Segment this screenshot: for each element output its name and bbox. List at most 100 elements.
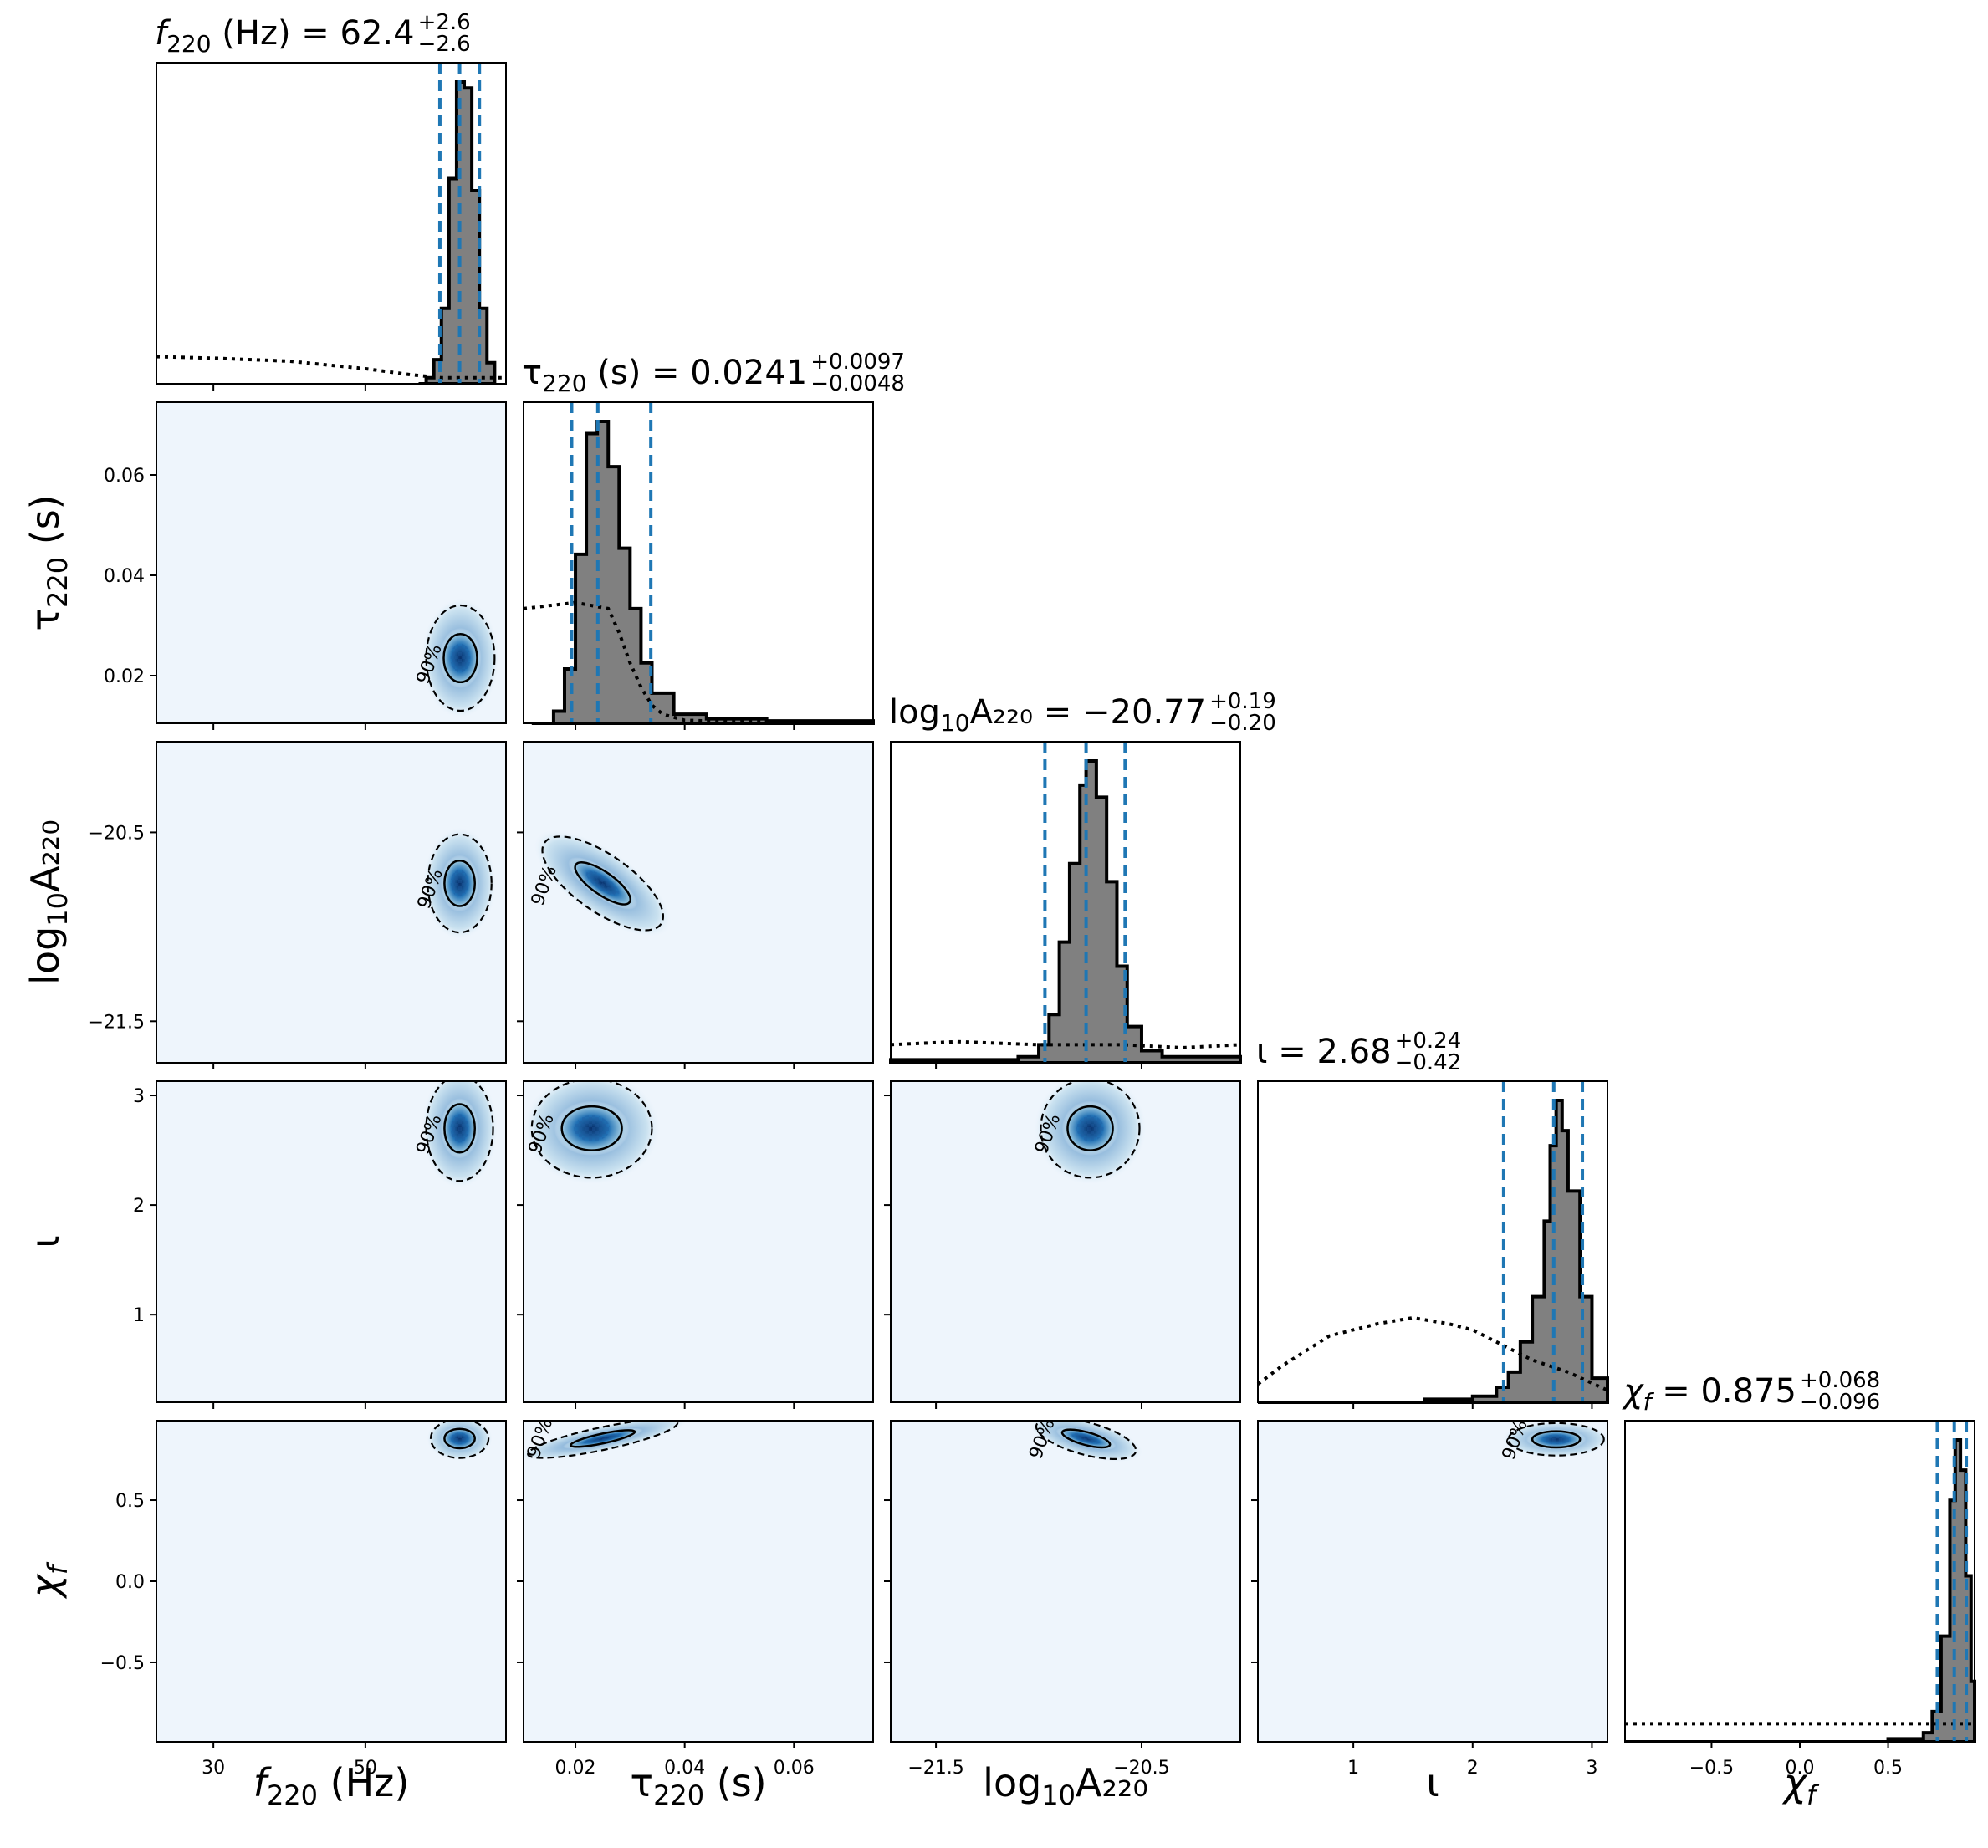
title-value: (Hz) = 62.4 [212, 14, 415, 53]
contour-50 [442, 632, 478, 684]
contour-50 [443, 1427, 476, 1450]
title-main: τ [522, 354, 542, 392]
title-value: = 0.875 [1652, 1372, 1796, 1411]
density-group: 90% [413, 597, 500, 719]
axis-label-main: log [983, 1760, 1041, 1805]
y-tick-label: 0.02 [104, 666, 145, 687]
title-subscript: 220 [166, 30, 211, 58]
panel-frame [523, 1080, 874, 1403]
title-value: A₂₂₀ = −20.77 [970, 693, 1206, 732]
density-texture [583, 1433, 622, 1444]
x-tick-label: 50 [354, 1758, 377, 1779]
x-axis-label-logA220: log10A₂₂₀ [983, 1760, 1148, 1811]
diag-panel-chif: χf = 0.875 +0.068−0.096 [1622, 1368, 1976, 1743]
contour-50 [1060, 1428, 1112, 1449]
y-axis-label-logA220: log10A₂₂₀ [23, 819, 74, 985]
title-main: ι [1256, 1033, 1268, 1071]
x-axis-label-f220: f220 (Hz) [253, 1760, 410, 1811]
panel-frame [523, 741, 874, 1064]
contour-50 [574, 861, 631, 906]
panel-frame [523, 401, 874, 724]
density-texture [450, 643, 471, 673]
axis-label-subscript: f [1807, 1779, 1820, 1811]
y-tick-label: −0.5 [100, 1653, 145, 1674]
panel-iota-vs-f220: 90% [156, 1080, 507, 1403]
contour-50 [443, 860, 476, 907]
diag-panel-logA220: log10A₂₂₀ = −20.77 +0.19−0.20 [889, 689, 1276, 1064]
title-upper-error: +2.6 [418, 10, 471, 35]
density-texture [585, 870, 620, 896]
title-lower-error: −2.6 [418, 32, 471, 57]
contour-90 [1507, 1422, 1605, 1457]
density-texture [450, 870, 469, 897]
x-axis-label-tau220: τ220 (s) [630, 1760, 766, 1811]
title-f220: f220 (Hz) = 62.4 [155, 14, 415, 58]
title-lower-error: −0.096 [1800, 1390, 1880, 1415]
x-tick-label: 3 [1586, 1758, 1597, 1779]
prior-curve-logA220 [890, 1039, 1241, 1049]
histogram-iota [1258, 1099, 1609, 1404]
title-upper-error: +0.068 [1800, 1368, 1880, 1393]
axis-label-unit: (Hz) [318, 1760, 409, 1805]
contour-50 [1531, 1430, 1582, 1449]
title-upper-error: +0.19 [1209, 689, 1276, 714]
panel-iota-vs-tau220: 90% [523, 1080, 874, 1403]
y-axis-label-iota: ι [23, 1235, 68, 1248]
title-chif: χf = 0.875 [1622, 1372, 1796, 1416]
x-tick-label: 0.0 [1786, 1758, 1815, 1779]
title-subscript: 220 [542, 370, 586, 397]
diag-panel-tau220: τ220 (s) = 0.0241 +0.0097−0.0048 [522, 350, 905, 725]
histogram-tau220 [531, 420, 875, 725]
title-lower-error: −0.20 [1209, 711, 1276, 736]
axis-label-unit: A₂₂₀ [23, 819, 68, 892]
axis-label-subscript: f [42, 1561, 74, 1575]
axis-label-subscript: 220 [267, 1779, 318, 1811]
x-tick-label: 0.5 [1873, 1758, 1903, 1779]
title-logA220: log10A₂₂₀ = −20.77 [889, 693, 1206, 737]
title-lower-error: −0.0048 [810, 371, 905, 396]
y-tick-label: 0.04 [104, 566, 145, 587]
diag-panel-bg [1625, 1421, 1975, 1742]
x-tick-label: 0.02 [555, 1758, 596, 1779]
axis-label-main: τ [630, 1760, 653, 1805]
x-axis-label-iota: ι [1426, 1760, 1439, 1805]
density-group: 90% [524, 1421, 689, 1461]
panel-chif-vs-iota: 90% [1257, 1420, 1608, 1743]
y-tick-label: −20.5 [89, 823, 145, 844]
x-tick-label: 1 [1347, 1758, 1359, 1779]
panel-frame [1257, 1080, 1608, 1403]
axis-label-unit: A₂₂₀ [1076, 1760, 1148, 1805]
contour-90 [429, 1421, 490, 1459]
panel-frame [156, 741, 507, 1064]
panel-chif-vs-logA220: 90% [890, 1420, 1241, 1743]
axis-label-subscript: 220 [42, 557, 74, 608]
title-iota: ι = 2.68 [1256, 1033, 1392, 1071]
y-axis-label-tau220: τ220 (s) [23, 494, 74, 630]
x-tick-label: −0.5 [1689, 1758, 1734, 1779]
density-background [891, 1421, 1240, 1742]
density-group: 90% [1031, 1081, 1147, 1186]
diag-panel-f220: f220 (Hz) = 62.4 +2.6−2.6 [155, 10, 507, 385]
axis-label-main: τ [23, 608, 68, 631]
contour-90 [530, 1081, 653, 1179]
density-background [524, 1421, 873, 1742]
contour-90 [1040, 1081, 1141, 1179]
axis-label-main: ι [23, 1235, 68, 1248]
x-tick-label: 0.06 [774, 1758, 815, 1779]
y-tick-label: 2 [133, 1196, 145, 1217]
diag-panel-iota: ι = 2.68 +0.24−0.42 [1256, 1029, 1609, 1404]
title-main: log [889, 693, 940, 732]
panel-logA220-vs-tau220: 90% [523, 741, 874, 1064]
title-upper-error: +0.0097 [810, 350, 905, 375]
title-value: = 2.68 [1268, 1033, 1392, 1071]
density-group [426, 1421, 493, 1462]
panel-chif-vs-f220 [156, 1420, 507, 1743]
contour-90 [425, 604, 496, 712]
title-subscript: 10 [940, 709, 970, 737]
panel-frame [156, 401, 507, 724]
contour-50 [1066, 1105, 1114, 1151]
y-tick-label: 0.5 [115, 1491, 145, 1512]
panel-frame [156, 62, 507, 385]
